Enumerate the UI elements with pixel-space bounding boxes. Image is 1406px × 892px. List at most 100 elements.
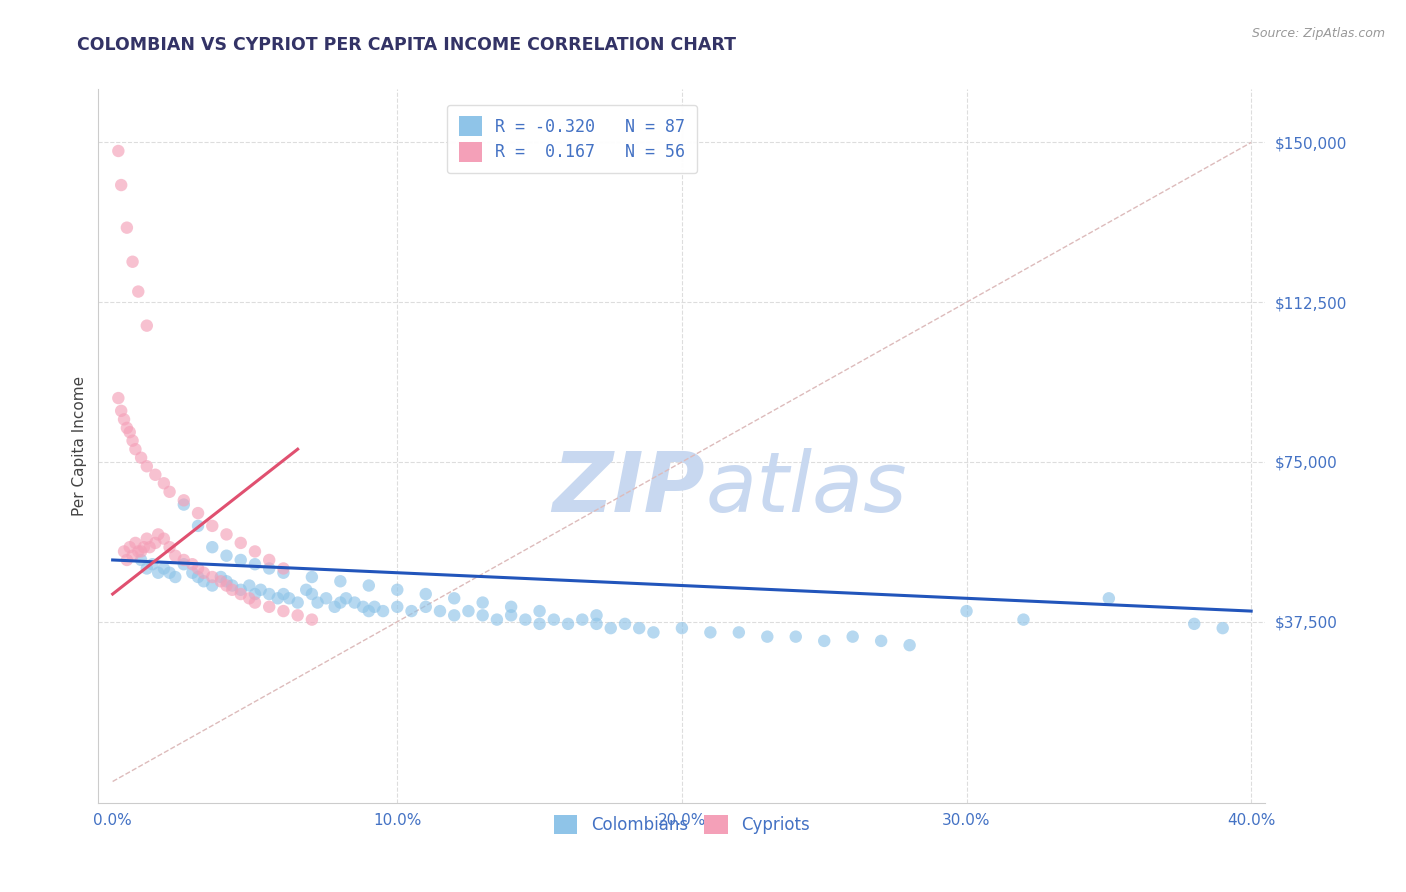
Point xyxy=(159,566,181,580)
Point xyxy=(443,608,465,623)
Point xyxy=(229,587,252,601)
Point xyxy=(471,608,494,623)
Point xyxy=(129,544,152,558)
Point xyxy=(671,621,693,635)
Point xyxy=(243,596,266,610)
Point xyxy=(124,442,146,457)
Point xyxy=(148,566,170,580)
Point xyxy=(201,578,224,592)
Point xyxy=(187,570,209,584)
Point xyxy=(121,254,143,268)
Point xyxy=(107,144,129,158)
Point xyxy=(387,582,409,597)
Point xyxy=(215,574,238,589)
Point xyxy=(141,558,163,572)
Point xyxy=(571,613,593,627)
Point xyxy=(295,582,318,597)
Point xyxy=(557,616,579,631)
Point xyxy=(841,630,863,644)
Point xyxy=(257,587,280,601)
Point xyxy=(135,561,157,575)
Point xyxy=(287,596,309,610)
Point xyxy=(273,587,295,601)
Point xyxy=(201,570,224,584)
Point xyxy=(115,421,138,435)
Point xyxy=(471,596,494,610)
Point xyxy=(329,596,352,610)
Point xyxy=(229,536,252,550)
Point xyxy=(193,566,215,580)
Point xyxy=(115,220,138,235)
Point xyxy=(343,596,366,610)
Point xyxy=(585,608,607,623)
Point xyxy=(1012,613,1035,627)
Point xyxy=(229,553,252,567)
Point xyxy=(153,532,176,546)
Point xyxy=(357,604,380,618)
Point xyxy=(301,613,323,627)
Point xyxy=(165,549,187,563)
Text: Source: ZipAtlas.com: Source: ZipAtlas.com xyxy=(1251,27,1385,40)
Point xyxy=(243,558,266,572)
Point xyxy=(110,178,132,192)
Point xyxy=(173,493,195,508)
Point xyxy=(315,591,337,606)
Point xyxy=(143,536,166,550)
Point xyxy=(501,608,523,623)
Point xyxy=(209,574,232,589)
Point xyxy=(249,582,271,597)
Point xyxy=(243,544,266,558)
Point xyxy=(1182,616,1205,631)
Point xyxy=(135,532,157,546)
Point xyxy=(238,578,260,592)
Point xyxy=(415,599,437,614)
Point xyxy=(357,578,380,592)
Point xyxy=(529,616,551,631)
Point xyxy=(209,570,232,584)
Y-axis label: Per Capita Income: Per Capita Income xyxy=(72,376,87,516)
Point xyxy=(243,587,266,601)
Point xyxy=(201,519,224,533)
Point xyxy=(329,574,352,589)
Point xyxy=(628,621,651,635)
Point xyxy=(257,599,280,614)
Text: COLOMBIAN VS CYPRIOT PER CAPITA INCOME CORRELATION CHART: COLOMBIAN VS CYPRIOT PER CAPITA INCOME C… xyxy=(77,36,737,54)
Point xyxy=(585,616,607,631)
Point xyxy=(173,498,195,512)
Point xyxy=(153,561,176,575)
Point xyxy=(267,591,290,606)
Point xyxy=(118,540,141,554)
Point xyxy=(529,604,551,618)
Point xyxy=(127,285,149,299)
Point xyxy=(135,459,157,474)
Point xyxy=(273,561,295,575)
Point xyxy=(148,527,170,541)
Point xyxy=(307,596,329,610)
Point xyxy=(187,561,209,575)
Point xyxy=(173,553,195,567)
Point xyxy=(221,582,243,597)
Point xyxy=(221,578,243,592)
Point xyxy=(112,544,135,558)
Text: atlas: atlas xyxy=(706,449,907,529)
Point xyxy=(443,591,465,606)
Point xyxy=(257,561,280,575)
Point xyxy=(287,608,309,623)
Point xyxy=(115,553,138,567)
Point xyxy=(118,425,141,439)
Point xyxy=(387,599,409,614)
Point xyxy=(599,621,621,635)
Point xyxy=(955,604,977,618)
Point xyxy=(121,549,143,563)
Point xyxy=(643,625,665,640)
Point xyxy=(173,558,195,572)
Point xyxy=(363,599,385,614)
Point xyxy=(138,540,160,554)
Point xyxy=(699,625,721,640)
Point xyxy=(352,599,374,614)
Point xyxy=(401,604,423,618)
Point xyxy=(215,527,238,541)
Point xyxy=(301,570,323,584)
Point xyxy=(187,506,209,520)
Point xyxy=(181,558,204,572)
